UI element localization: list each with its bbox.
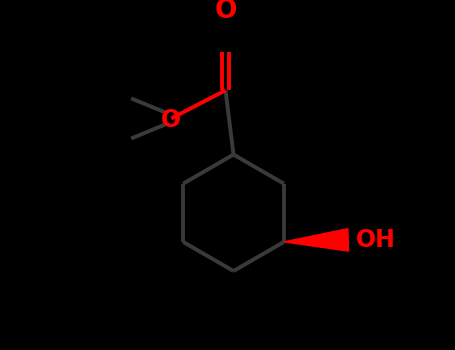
Text: OH: OH bbox=[355, 228, 395, 252]
Text: O: O bbox=[161, 108, 182, 132]
Polygon shape bbox=[284, 229, 349, 251]
Text: O: O bbox=[214, 0, 237, 24]
